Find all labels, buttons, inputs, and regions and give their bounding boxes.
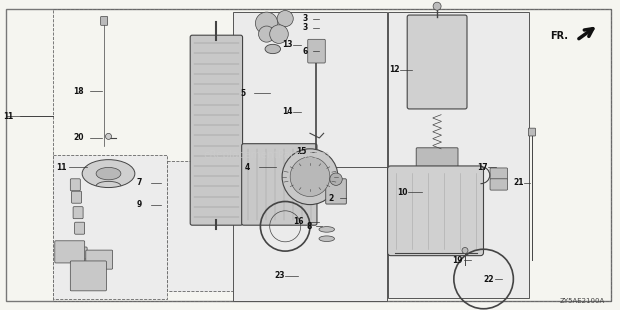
Bar <box>53 155 167 299</box>
Text: 3: 3 <box>303 14 308 23</box>
Text: 12: 12 <box>389 65 400 74</box>
Text: 5: 5 <box>241 88 246 98</box>
FancyBboxPatch shape <box>100 16 108 25</box>
FancyBboxPatch shape <box>416 148 458 167</box>
Ellipse shape <box>319 236 335 241</box>
Text: 19: 19 <box>453 256 463 265</box>
Circle shape <box>330 173 342 185</box>
FancyBboxPatch shape <box>490 179 508 190</box>
Text: 18: 18 <box>73 87 84 96</box>
Circle shape <box>270 25 288 43</box>
Bar <box>233 167 387 301</box>
Ellipse shape <box>96 167 121 180</box>
Text: 8: 8 <box>306 222 312 231</box>
FancyBboxPatch shape <box>55 241 85 263</box>
Text: 15: 15 <box>296 147 307 157</box>
FancyBboxPatch shape <box>86 250 113 269</box>
Text: 1: 1 <box>3 112 8 121</box>
Text: 13: 13 <box>282 40 293 50</box>
Text: 23: 23 <box>275 271 285 281</box>
Text: 17: 17 <box>477 163 488 172</box>
Bar <box>233 12 387 183</box>
Ellipse shape <box>82 160 135 188</box>
Text: 10: 10 <box>397 188 407 197</box>
FancyBboxPatch shape <box>70 179 81 191</box>
Text: 21: 21 <box>513 178 524 188</box>
FancyBboxPatch shape <box>308 39 326 63</box>
Ellipse shape <box>319 227 335 232</box>
FancyBboxPatch shape <box>407 15 467 109</box>
FancyBboxPatch shape <box>242 144 317 225</box>
FancyBboxPatch shape <box>74 222 85 234</box>
Circle shape <box>290 157 330 197</box>
FancyBboxPatch shape <box>326 179 347 204</box>
FancyBboxPatch shape <box>490 168 508 179</box>
Text: 2: 2 <box>329 194 334 203</box>
FancyBboxPatch shape <box>77 247 87 259</box>
Circle shape <box>105 133 112 140</box>
Text: 4: 4 <box>245 163 250 172</box>
Text: eReplacementParts.com: eReplacementParts.com <box>203 150 330 160</box>
Circle shape <box>259 26 275 42</box>
Text: 1: 1 <box>7 112 12 121</box>
Bar <box>388 12 529 298</box>
FancyBboxPatch shape <box>71 191 82 203</box>
FancyBboxPatch shape <box>70 261 107 291</box>
Bar <box>167 161 301 291</box>
Circle shape <box>462 247 468 254</box>
Circle shape <box>282 149 338 205</box>
Text: 20: 20 <box>73 133 84 143</box>
Circle shape <box>255 12 278 34</box>
FancyBboxPatch shape <box>190 35 242 225</box>
Ellipse shape <box>265 44 280 54</box>
FancyBboxPatch shape <box>528 128 536 136</box>
FancyBboxPatch shape <box>73 207 83 219</box>
Text: ZY5AE2100A: ZY5AE2100A <box>559 298 604 303</box>
Text: 22: 22 <box>484 274 494 284</box>
Circle shape <box>277 11 293 27</box>
Text: 9: 9 <box>136 200 141 209</box>
Circle shape <box>433 2 441 10</box>
Text: FR.: FR. <box>550 31 568 41</box>
Text: 16: 16 <box>293 217 304 226</box>
Text: 6: 6 <box>303 46 308 56</box>
Text: 11: 11 <box>56 163 66 172</box>
Text: 14: 14 <box>282 107 293 116</box>
Text: 3: 3 <box>303 23 308 33</box>
Text: 7: 7 <box>136 178 142 188</box>
FancyBboxPatch shape <box>388 166 484 256</box>
